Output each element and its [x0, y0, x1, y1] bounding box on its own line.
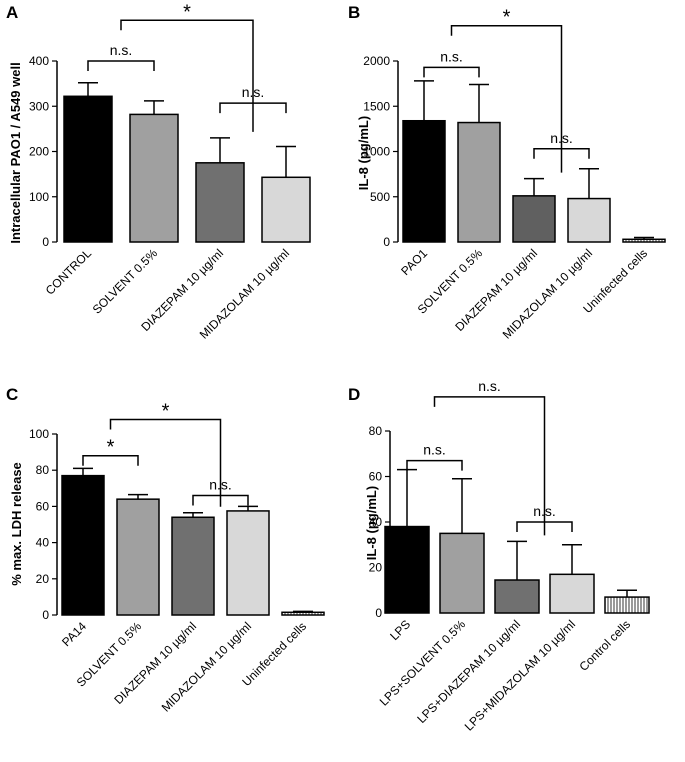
category-label: PAO1 — [398, 246, 430, 278]
y-tick-label: 500 — [370, 190, 390, 204]
bar — [604, 596, 650, 614]
y-tick-label: 0 — [42, 608, 49, 622]
y-tick-label: 40 — [36, 536, 50, 550]
bar — [116, 498, 160, 616]
y-tick-label: 400 — [29, 54, 49, 68]
y-tick-label: 80 — [36, 463, 50, 477]
significance-bracket — [109, 418, 222, 507]
category-label: SOLVENT 0.5% — [90, 246, 161, 317]
bar — [129, 113, 179, 243]
bar — [63, 95, 113, 243]
y-tick-label: 60 — [369, 470, 383, 484]
category-label: MIDAZOLAM 10 µg/ml — [500, 246, 595, 341]
significance-bracket — [82, 454, 139, 466]
bar — [402, 119, 446, 243]
y-axis-title: % max. LDH release — [9, 462, 24, 586]
y-tick-label: 80 — [369, 424, 383, 438]
y-axis-title: IL-8 (pg/mL) — [356, 116, 371, 190]
y-tick-label: 2000 — [363, 54, 390, 68]
bar — [549, 573, 595, 614]
category-label: LPS+MIDAZOLAM 10 µg/ml — [462, 617, 578, 733]
y-axis-title: Intracellular PAO1 / A549 well — [8, 62, 23, 243]
category-label: MIDAZOLAM 10 µg/ml — [159, 619, 254, 714]
significance-label: * — [162, 401, 170, 423]
y-tick-label: 100 — [29, 427, 49, 441]
bar — [226, 510, 270, 616]
bar — [457, 121, 501, 243]
y-tick-label: 300 — [29, 99, 49, 113]
bar — [171, 516, 215, 616]
significance-bracket — [406, 459, 463, 471]
y-tick-label: 20 — [36, 572, 50, 586]
significance-bracket — [120, 19, 254, 132]
bar — [494, 579, 540, 614]
significance-label: * — [183, 1, 191, 23]
category-label: LPS+DIAZEPAM 10 µg/ml — [414, 617, 523, 726]
y-tick-label: 60 — [36, 499, 50, 513]
bar — [195, 162, 245, 243]
significance-bracket — [450, 24, 563, 173]
significance-bracket — [87, 60, 155, 71]
y-tick-label: 0 — [383, 235, 390, 249]
y-tick-label: 20 — [369, 561, 383, 575]
y-tick-label: 1500 — [363, 99, 390, 113]
category-label: LPS — [387, 617, 413, 643]
significance-bracket — [423, 66, 480, 78]
panel-label-a: A — [6, 3, 18, 22]
bar — [61, 474, 105, 616]
significance-bracket — [433, 396, 546, 536]
y-tick-label: 0 — [42, 235, 49, 249]
bar — [567, 197, 611, 243]
bar — [439, 532, 485, 614]
significance-label: n.s. — [440, 48, 463, 64]
y-tick-label: 1000 — [363, 145, 390, 159]
bar — [512, 195, 556, 243]
panel-a: A 0 100 200 300 400 Intracellular PAO1 / A549 … — [6, 1, 311, 342]
bar — [261, 176, 311, 243]
panel-label-d: D — [348, 385, 360, 404]
y-axis-title: IL-8 (pg/mL) — [364, 486, 379, 560]
significance-label: n.s. — [478, 378, 501, 394]
significance-label: n.s. — [423, 442, 446, 458]
category-label: PA14 — [59, 619, 89, 649]
y-tick-label: 200 — [29, 145, 49, 159]
bar — [384, 525, 430, 614]
y-tick-label: 100 — [29, 190, 49, 204]
category-label: Control cells — [577, 617, 634, 674]
y-tick-label: 0 — [375, 606, 382, 620]
panel-label-c: C — [6, 385, 18, 404]
category-label: CONTROL — [43, 246, 95, 298]
panel-label-b: B — [348, 3, 360, 22]
significance-label: * — [107, 437, 115, 459]
significance-label: * — [503, 7, 511, 29]
y-tick-label: 40 — [369, 515, 383, 529]
significance-label: n.s. — [110, 42, 133, 58]
